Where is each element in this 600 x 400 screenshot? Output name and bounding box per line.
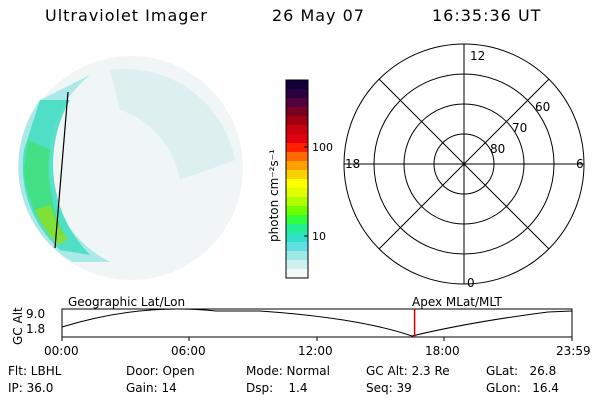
timeline-xtick-3: 18:00 [425,344,460,358]
colorbar-unit-label: photon cm⁻²s⁻¹ [267,149,281,242]
instrument-title: Ultraviolet Imager [45,6,208,25]
colorbar-cell [286,269,308,279]
colorbar-cell [286,89,308,99]
colorbar-cell [286,206,308,216]
footer-flt: Flt: LBHL [8,364,62,378]
footer-gain: Gain: 14 [126,381,177,395]
timeline-ytick-bottom: 1.8 [26,322,45,336]
timeline-left-title: Geographic Lat/Lon [68,295,185,309]
colorbar-cell [286,260,308,270]
timeline-y-label: GC Alt [11,307,25,345]
mlt-label-18: 18 [345,157,360,171]
colorbar-cell [286,125,308,135]
imager-disk [18,56,243,280]
mlt-label-6: 6 [576,157,584,171]
colorbar-cell [286,224,308,234]
colorbar-tick-100: 100 [312,141,333,154]
footer-seq: Seq: 39 [366,381,412,395]
colorbar-cell [286,215,308,225]
timeline-ytick-top: 9.0 [26,307,45,321]
colorbar-cell [286,116,308,126]
mlt-label-0: 0 [467,276,475,290]
terminator-line [54,91,69,249]
footer-dsp: Dsp: 1.4 [246,381,308,395]
colorbar-cell [286,143,308,153]
footer-glon: GLon: 16.4 [486,381,559,395]
colorbar-tick-10: 10 [312,230,326,243]
polar-grid [343,43,585,285]
colorbar-cell [286,197,308,207]
orbit-timeline: Geographic Lat/Lon Apex MLat/MLT GC Alt … [11,295,591,358]
footer-ip: IP: 36.0 [8,381,54,395]
colorbar-cell [286,98,308,108]
lat-label-60: 60 [535,100,550,114]
lat-label-80: 80 [490,142,505,156]
mlt-label-12: 12 [470,49,485,63]
footer-mode: Mode: Normal [246,364,330,378]
colorbar-cell [286,233,308,243]
footer-glat: GLat: 26.8 [486,364,557,378]
colorbar-cell [286,161,308,171]
lat-label-70: 70 [512,121,527,135]
colorbar-cell [286,134,308,144]
altitude-curve [61,308,573,337]
timeline-xtick-4: 23:59 [556,344,591,358]
timeline-xtick-0: 00:00 [44,344,79,358]
colorbar-cell [286,251,308,261]
timeline-right-title: Apex MLat/MLT [412,295,502,309]
timeline-xtick-1: 06:00 [171,344,206,358]
colorbar-cell [286,188,308,198]
colorbar-cell [286,152,308,162]
footer-door: Door: Open [126,364,195,378]
timeline-xtick-2: 12:00 [298,344,333,358]
colorbar-cell [286,80,308,90]
colorbar-cell [286,170,308,180]
colorbar: 100 10 photon cm⁻²s⁻¹ [267,79,333,279]
colorbar-cell [286,242,308,252]
colorbar-cell [286,107,308,117]
date-label: 26 May 07 [272,6,365,25]
colorbar-cell [286,179,308,189]
footer-gc-alt: GC Alt: 2.3 Re [366,364,450,378]
time-label: 16:35:36 UT [432,6,542,25]
